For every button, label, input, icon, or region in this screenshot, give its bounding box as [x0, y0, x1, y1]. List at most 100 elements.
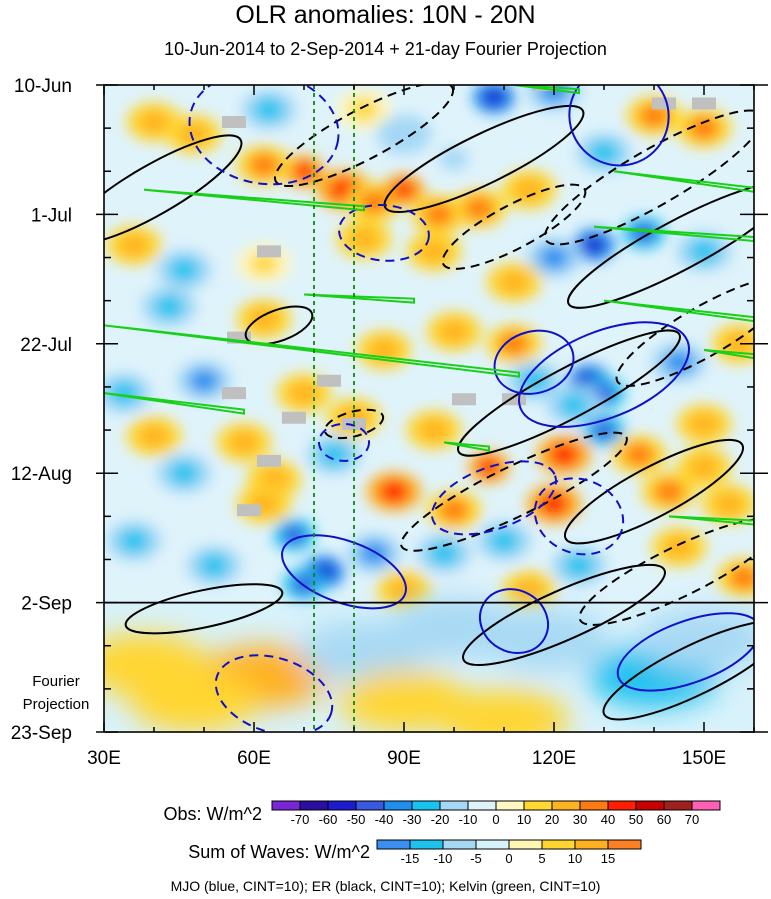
anomaly-blob [168, 258, 200, 282]
kelvin-contour [603, 299, 754, 323]
anomaly-blob [488, 529, 520, 553]
y-tick-label: 2-Sep [21, 594, 72, 615]
anomaly-blob [582, 235, 606, 255]
missing-data-patch [222, 115, 246, 128]
colorbar-tick-label: -50 [347, 812, 366, 827]
colorbar-swatch [508, 839, 543, 850]
anomaly-blob [153, 294, 185, 319]
anomaly-blob [118, 233, 150, 258]
er-contour [383, 104, 585, 214]
missing-data-patch [257, 454, 281, 467]
er-contour [543, 109, 754, 246]
x-tick-label: 60E [237, 748, 271, 769]
reference-longitude-lines [313, 85, 355, 732]
anomaly-blob [688, 239, 720, 264]
anomaly-blob [513, 578, 545, 603]
kelvin-contour [303, 293, 415, 304]
colorbar-tick-label: -5 [470, 851, 482, 866]
colorbar-swatch [607, 800, 637, 811]
colorbar-swatch [574, 839, 609, 850]
anomaly-blob [198, 553, 230, 578]
colorbar-swatch [523, 800, 553, 811]
anomaly-blob [418, 418, 450, 442]
colorbar-tick-label: 30 [573, 812, 587, 827]
plot-frame [103, 84, 755, 733]
missing-data-patch [692, 97, 716, 110]
colorbar-tick-label: -20 [431, 812, 450, 827]
colorbar-swatch [607, 839, 642, 850]
er-contour [124, 583, 284, 635]
anomaly-blob [688, 116, 720, 140]
anomaly-blob [248, 251, 280, 276]
colorbar-tick-label: 0 [492, 812, 499, 827]
colorbar-swatch [271, 800, 301, 811]
projection-label-line1: Fourier [32, 673, 80, 690]
colorbar-swatch [409, 839, 444, 850]
colorbar-swatch [541, 839, 576, 850]
colorbar-swatch [663, 800, 693, 811]
colorbar-tick-label: 10 [517, 812, 531, 827]
plot-area [104, 85, 754, 732]
projection-blob [104, 633, 209, 696]
kelvin-contour [104, 392, 245, 415]
colorbar-swatch [467, 800, 497, 811]
kelvin-contour [593, 225, 754, 243]
mjo-contour [518, 321, 690, 428]
colorbar-tick-label: 20 [545, 812, 559, 827]
colorbar-tick-label: -70 [291, 812, 310, 827]
anomaly-blob [388, 122, 420, 147]
anomaly-blob [548, 442, 580, 467]
y-axis: 10-Jun 1-Jul 22-Jul 12-Aug 2-Sep 23-Sep [11, 76, 768, 744]
anomaly-blob [438, 498, 470, 523]
kelvin-contours [104, 85, 754, 526]
projection-blob [339, 670, 469, 732]
mjo-contour [338, 203, 430, 262]
anomaly-blob [498, 331, 530, 356]
anomaly-blob [623, 442, 655, 467]
missing-data-patch [652, 97, 676, 110]
projection-blob [439, 688, 569, 732]
anomaly-blob [188, 368, 220, 393]
kelvin-contour [143, 188, 365, 212]
anomaly-blob [348, 227, 380, 251]
colorbar-swatch [355, 800, 385, 811]
obs-colorbar-label: Obs: W/m^2 [164, 804, 262, 824]
er-contour [273, 85, 455, 188]
y-tick-label: 1-Jul [31, 205, 72, 226]
colorbar-swatch [327, 800, 357, 811]
anomaly-blob [482, 87, 506, 107]
anomaly-blob [318, 442, 350, 467]
er-contour [602, 620, 754, 721]
colorbar-swatch [299, 800, 329, 811]
obs-colorbar: -70 -60 -50 -40 -30 -20 -10 0 10 20 30 40 50 60 70 [271, 800, 721, 827]
kelvin-contour [513, 85, 580, 95]
anomaly-blob [713, 492, 745, 516]
colorbar-tick-label: 60 [657, 812, 671, 827]
colorbar-tick-label: -30 [403, 812, 422, 827]
er-contour [104, 134, 243, 246]
colorbar-tick-label: -15 [401, 851, 420, 866]
anomaly-blob [418, 239, 450, 264]
anomaly-blob [288, 381, 320, 405]
colorbar-swatch [635, 800, 665, 811]
anomaly-blob [688, 455, 720, 479]
observation-anomaly-field [104, 85, 754, 610]
kelvin-contour [613, 170, 754, 193]
anomaly-blob [248, 307, 280, 331]
anomaly-blob [477, 457, 501, 477]
er-contour [578, 517, 754, 626]
x-tick-label: 120E [532, 748, 576, 769]
colorbar-swatch [551, 800, 581, 811]
colorbar-swatch [579, 800, 609, 811]
er-contour [462, 563, 666, 667]
colorbar-swatch [411, 800, 441, 811]
er-contour [563, 438, 745, 545]
mjo-contour [478, 588, 550, 654]
colorbar-tick-label: 10 [568, 851, 582, 866]
missing-data-patch [257, 245, 281, 258]
colorbar-tick-label: 15 [601, 851, 615, 866]
er-contour [457, 329, 681, 457]
anomaly-blob [463, 196, 495, 221]
anomaly-blob [438, 147, 470, 171]
